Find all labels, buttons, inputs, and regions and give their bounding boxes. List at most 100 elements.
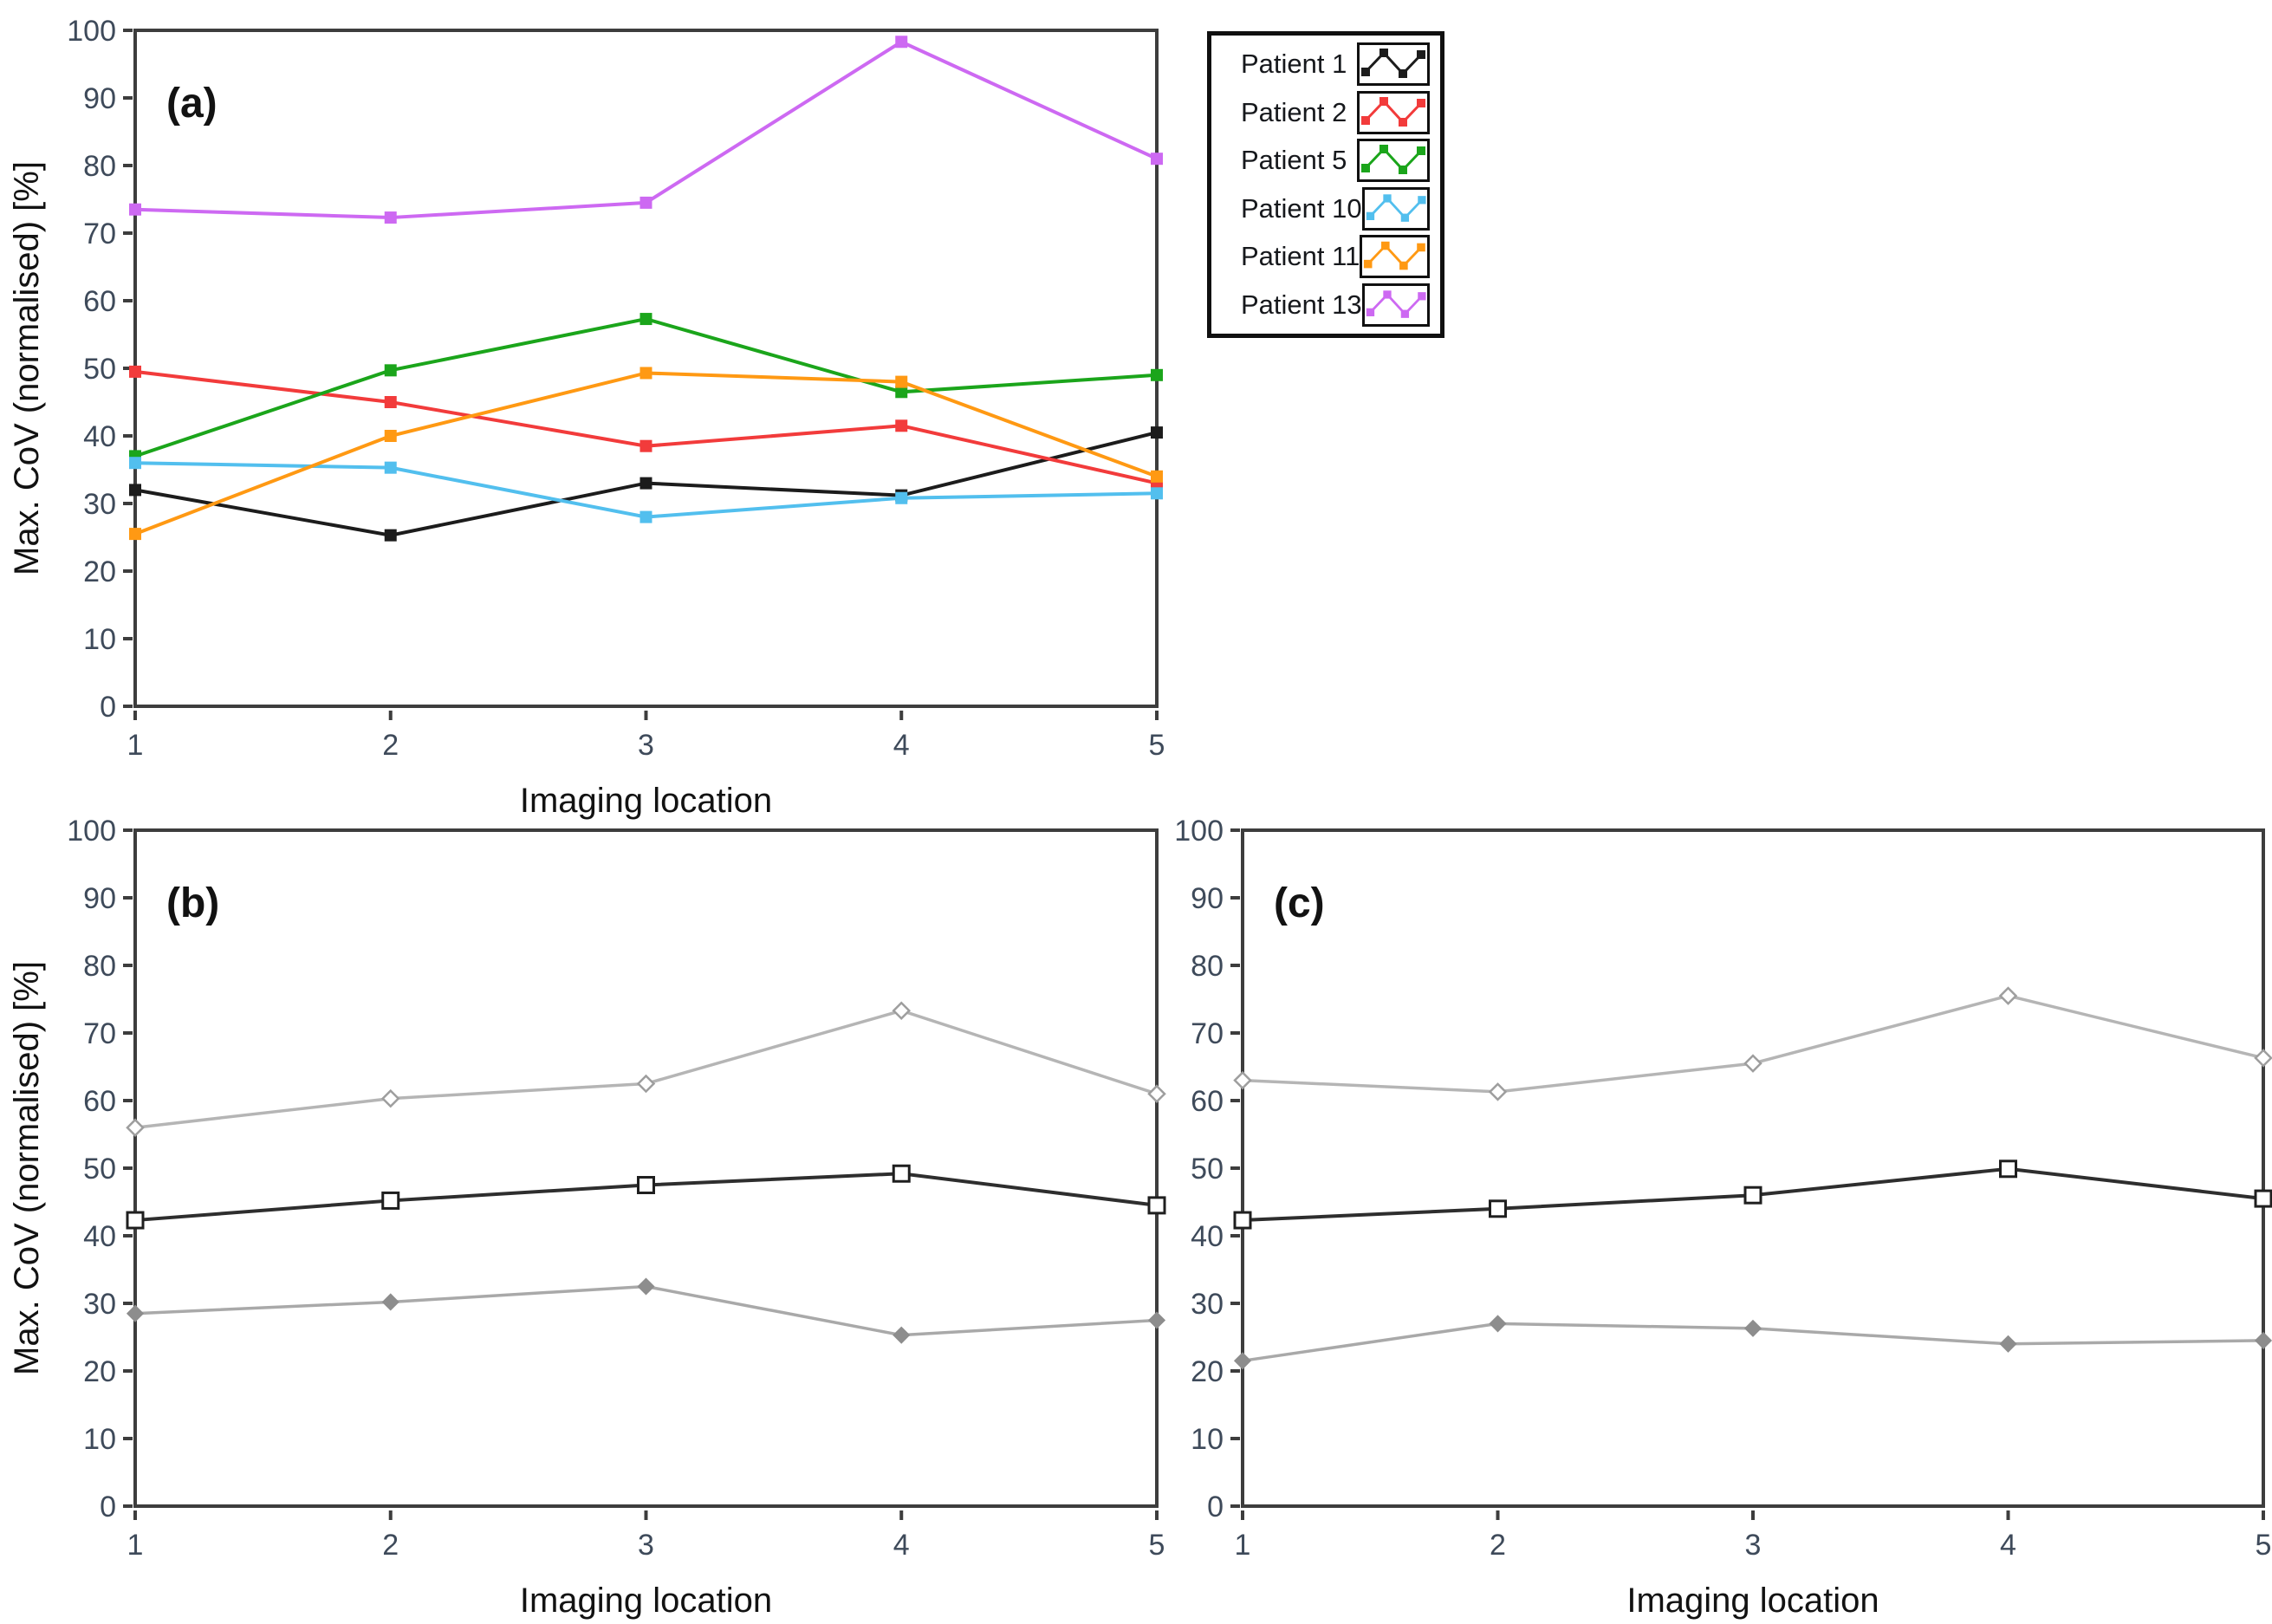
chart-a-marker-patient-1-x5	[1151, 426, 1163, 439]
chart-c-ytick-label-60: 60	[1191, 1085, 1224, 1118]
legend-line-sample-icon	[1366, 193, 1426, 222]
chart-c-series-upper-open-diamond	[1233, 986, 2272, 1101]
legend-label: Patient 10	[1241, 192, 1362, 224]
chart-a-marker-patient-1-x2	[384, 529, 397, 542]
chart-c: 0 10 20 30 40 50 60 70 80 90 100 1 2 3 4 5 Imaging locat…	[1174, 815, 2272, 1620]
legend-sample-marker	[1361, 115, 1370, 125]
chart-b-yaxis-title: Max. CoV (normalised) [%]	[8, 961, 46, 1375]
legend-entry-patient-13: Patient 13	[1241, 283, 1430, 328]
chart-a-marker-patient-13-x3	[639, 196, 652, 209]
chart-a-ytick-label-30: 30	[83, 488, 116, 521]
chart-b-frame	[133, 828, 1159, 1508]
chart-a-marker-patient-10-x1	[129, 457, 141, 470]
chart-b-marker-lower-filled-diamond-x4	[893, 1326, 911, 1344]
chart-a-xaxis-title: Imaging location	[520, 782, 772, 820]
chart-c-ytick-label-10: 10	[1191, 1423, 1224, 1456]
chart-c-marker-mean-open-square-x2	[1489, 1199, 1507, 1218]
chart-a-ytick-label-60: 60	[83, 285, 116, 318]
chart-b-xtick-label-5: 5	[1149, 1529, 1165, 1562]
legend-sample-marker	[1417, 291, 1426, 300]
chart-c-frame	[1241, 828, 2265, 1508]
chart-a-ytick-label-20: 20	[83, 555, 116, 588]
chart-a-series-patient-10	[129, 457, 1163, 523]
chart-a-xtick-label-3: 3	[638, 729, 654, 762]
legend-entry-patient-10: Patient 10	[1241, 186, 1430, 231]
legend-sample-marker	[1361, 164, 1370, 173]
chart-b-marker-mean-open-square-x5	[1147, 1196, 1166, 1215]
chart-c-marker-lower-filled-diamond-x4	[1999, 1335, 2017, 1353]
chart-b-line-upper-open-diamond	[134, 1009, 1158, 1129]
legend-entry-patient-11: Patient 11	[1241, 234, 1430, 279]
chart-a-ytick-label-100: 100	[67, 15, 116, 48]
chart-c-xtick-label-3: 3	[1745, 1529, 1762, 1562]
legend-swatch	[1361, 186, 1430, 231]
chart-c-ytick-label-100: 100	[1174, 815, 1224, 848]
legend-line-sample-icon	[1366, 289, 1426, 318]
chart-a-series-patient-5	[129, 313, 1163, 463]
chart-b-marker-upper-open-diamond-x1	[126, 1118, 145, 1137]
chart-c-marker-upper-open-diamond-x4	[1998, 986, 2018, 1005]
legend-label: Patient 2	[1241, 96, 1347, 127]
chart-b-series-mean-open-square	[126, 1164, 1166, 1230]
chart-a-ytick-label-40: 40	[83, 420, 116, 453]
chart-a-marker-patient-11-x3	[639, 367, 652, 380]
chart-c-marker-lower-filled-diamond-x5	[2254, 1331, 2272, 1349]
chart-b-ytick-label-60: 60	[83, 1085, 116, 1118]
legend-label: Patient 1	[1241, 49, 1347, 80]
chart-b-ytick-label-0: 0	[100, 1491, 116, 1523]
chart-b-ytick-label-90: 90	[83, 882, 116, 915]
chart-c-marker-lower-filled-diamond-x3	[1743, 1319, 1762, 1337]
chart-c-ytick-label-40: 40	[1191, 1220, 1224, 1253]
chart-a-marker-patient-5-x2	[384, 364, 397, 377]
legend-line-sample-icon	[1361, 49, 1425, 79]
chart-c-ytick-label-0: 0	[1207, 1491, 1224, 1523]
chart-b-series-lower-filled-diamond	[126, 1277, 1166, 1344]
chart-b-marker-lower-filled-diamond-x2	[381, 1293, 399, 1311]
chart-c-marker-mean-open-square-x4	[1999, 1160, 2017, 1179]
chart-b-ytick-label-80: 80	[83, 950, 116, 983]
legend-label: Patient 5	[1241, 145, 1347, 176]
chart-b-marker-upper-open-diamond-x5	[1147, 1084, 1166, 1103]
legend-line-sample-icon	[1361, 145, 1425, 175]
legend-line-sample-icon	[1364, 241, 1426, 270]
legend-sample-marker	[1364, 259, 1373, 269]
chart-a-marker-patient-10-x5	[1151, 487, 1163, 500]
chart-a-marker-patient-10-x4	[895, 491, 908, 504]
legend-sample-marker	[1417, 146, 1425, 156]
legend-box: Patient 1 Patient 2 Patient 5 Patient 10…	[1207, 31, 1444, 338]
legend-sample-marker	[1417, 243, 1426, 252]
legend-sample-marker	[1379, 145, 1388, 154]
chart-a-series-patient-2	[129, 365, 1163, 490]
chart-c-series-lower-filled-diamond	[1233, 1315, 2272, 1370]
legend-sample-line	[1364, 99, 1423, 125]
chart-b-xtick-label-3: 3	[638, 1529, 654, 1562]
legend-label: Patient 13	[1241, 289, 1362, 320]
chart-c-panel-label: (c)	[1274, 880, 1325, 926]
legend-sample-marker	[1399, 117, 1407, 127]
legend-line-sample-icon	[1361, 96, 1425, 127]
chart-b-marker-lower-filled-diamond-x3	[637, 1277, 655, 1296]
chart-c-marker-upper-open-diamond-x1	[1233, 1070, 1252, 1090]
chart-b-series-upper-open-diamond	[126, 1001, 1166, 1137]
chart-a-marker-patient-13-x1	[129, 203, 141, 216]
chart-c-xtick-label-1: 1	[1235, 1529, 1251, 1562]
chart-c-xtick-label-5: 5	[2256, 1529, 2272, 1562]
legend-swatch	[1360, 235, 1430, 279]
legend-sample-marker	[1399, 69, 1407, 79]
chart-a-xtick-label-4: 4	[893, 729, 910, 762]
chart-c-marker-upper-open-diamond-x3	[1743, 1054, 1762, 1073]
chart-c-ytick-label-70: 70	[1191, 1017, 1224, 1050]
chart-b-marker-upper-open-diamond-x3	[636, 1074, 656, 1094]
legend-sample-marker	[1400, 309, 1409, 318]
chart-a-panel-label: (a)	[166, 81, 217, 127]
legend-sample-line	[1369, 292, 1423, 315]
legend-swatch	[1361, 283, 1430, 327]
chart-a-marker-patient-2-x3	[639, 439, 652, 452]
chart-c-marker-upper-open-diamond-x5	[2254, 1049, 2272, 1068]
chart-b-marker-lower-filled-diamond-x1	[126, 1304, 145, 1322]
chart-a-marker-patient-5-x4	[895, 386, 908, 399]
chart-a-series-patient-13	[129, 36, 1163, 224]
chart-c-ytick-label-50: 50	[1191, 1153, 1224, 1186]
